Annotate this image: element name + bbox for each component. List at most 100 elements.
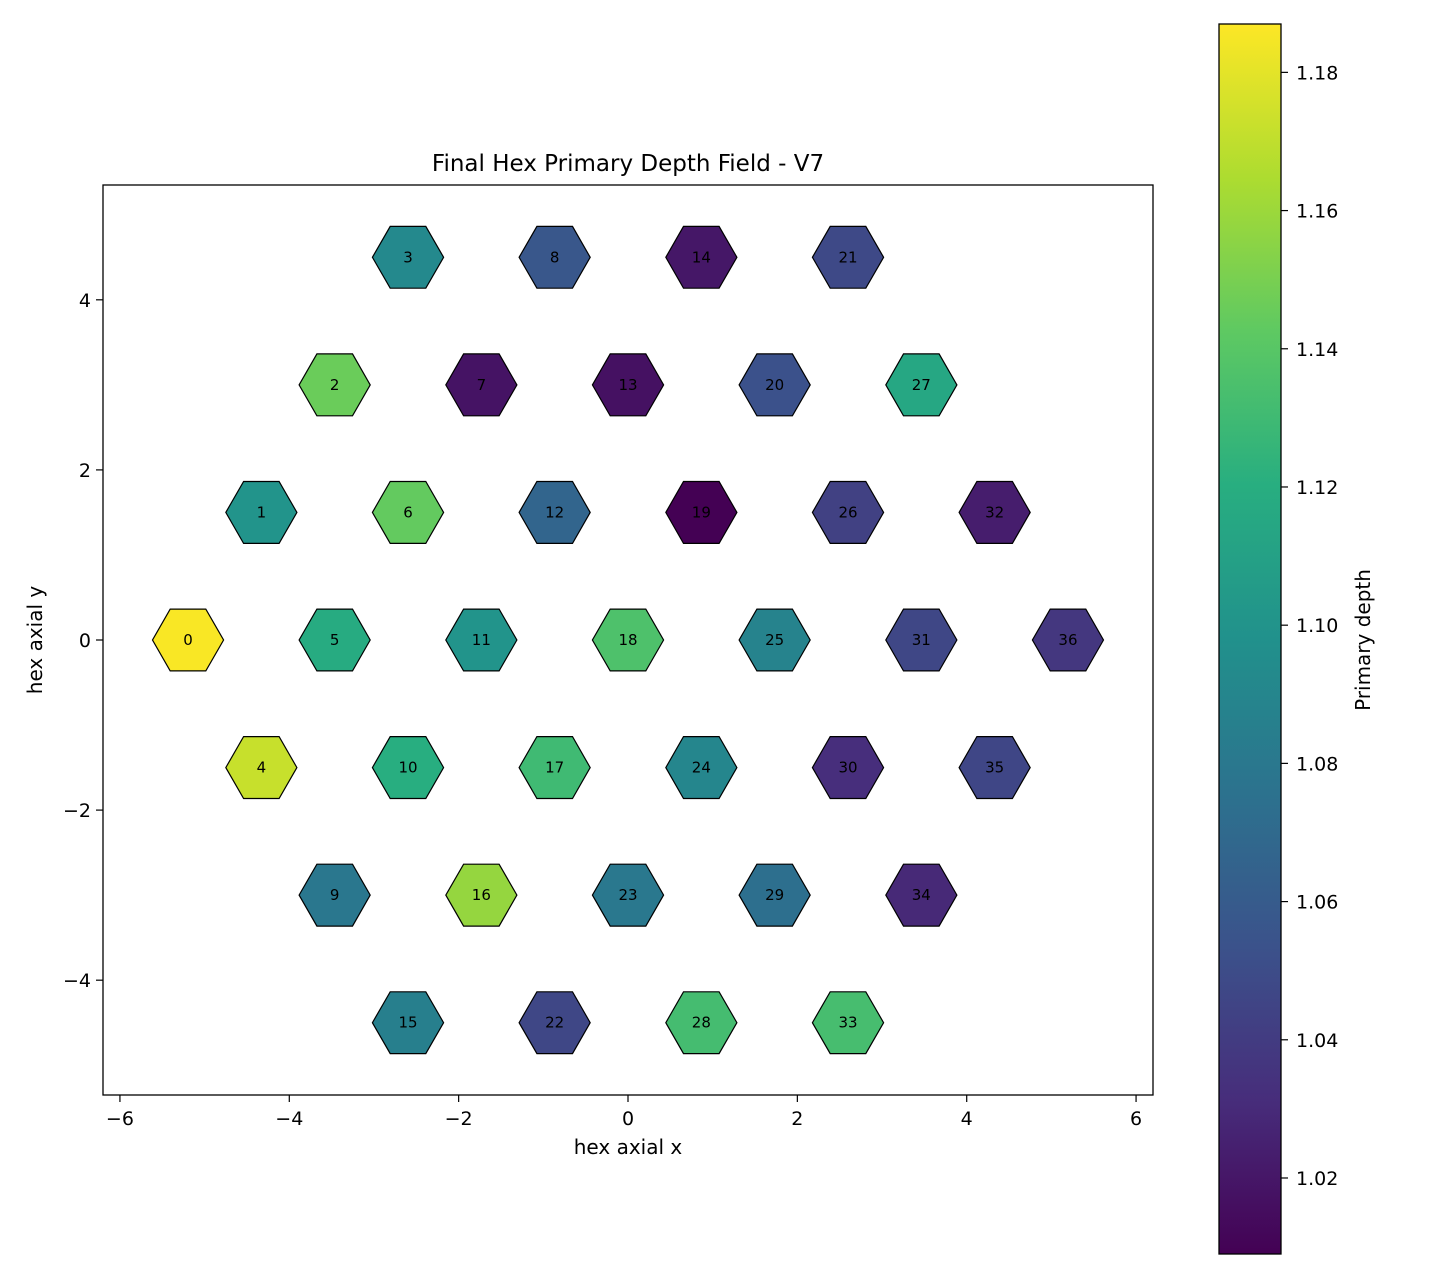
hex-cell-24 [665,735,738,800]
hex-cell-label-15: 15 [398,1014,417,1032]
hex-cell-6 [371,480,445,545]
hex-cell-12 [518,480,591,545]
hex-cell-17 [518,735,591,800]
hex-cell-label-3: 3 [403,248,413,266]
hex-cell-label-17: 17 [545,759,564,777]
hex-cell-label-33: 33 [838,1014,857,1032]
colorbar-tick-label: 1.14 [1296,339,1338,361]
hex-cell-label-29: 29 [765,886,784,904]
hex-cell-label-1: 1 [257,503,267,521]
x-axis-ticks: −6 −4 −2 0 2 4 6 [106,1095,1142,1130]
hex-cell-28 [665,991,738,1055]
y-tick-label: 4 [79,290,91,312]
x-tick-label: 2 [791,1108,803,1130]
hex-cell-label-6: 6 [403,503,413,521]
hex-cell-label-11: 11 [472,631,491,649]
x-tick-label: −6 [106,1108,134,1130]
hex-cell-11 [445,608,518,672]
y-tick-label: −4 [63,970,91,992]
x-tick-label: −2 [445,1108,473,1130]
hex-cell-4 [225,735,298,800]
hex-cell-label-21: 21 [838,248,857,266]
hex-cell-30 [811,735,885,800]
hex-cell-label-36: 36 [1058,631,1077,649]
hex-cell-label-25: 25 [765,631,784,649]
x-tick-label: 0 [622,1108,634,1130]
hex-cell-label-26: 26 [838,503,857,521]
hex-cell-32 [958,480,1031,545]
chart-title: Final Hex Primary Depth Field - V7 [432,151,824,177]
colorbar-tick-label: 1.06 [1296,892,1338,914]
hex-cell-label-27: 27 [912,376,931,394]
colorbar-tick-label: 1.12 [1296,477,1338,499]
hex-cell-23 [591,863,665,927]
colorbar-label: Primary depth [1351,569,1375,711]
hex-cell-18 [591,608,665,672]
hex-cell-16 [445,863,518,927]
hex-cell-label-13: 13 [618,376,637,394]
hex-cell-label-0: 0 [183,631,193,649]
hex-cell-label-34: 34 [912,886,931,904]
hex-cell-31 [885,608,958,672]
hex-cell-label-30: 30 [838,759,857,777]
hex-cell-label-18: 18 [618,631,637,649]
colorbar [1218,23,1282,1255]
colorbar-tick-label: 1.08 [1296,753,1338,775]
hex-cell-10 [371,735,445,800]
hex-cell-29 [738,863,811,927]
x-tick-label: 6 [1130,1108,1142,1130]
hex-cell-9 [298,863,371,927]
hex-cell-7 [445,353,518,417]
hex-cell-13 [591,353,665,417]
hex-cell-19 [665,480,738,545]
hex-cell-label-31: 31 [912,631,931,649]
hex-cell-label-9: 9 [330,886,340,904]
y-axis-label: hex axial y [23,586,47,695]
hex-cell-label-16: 16 [472,886,491,904]
hex-cell-label-28: 28 [692,1014,711,1032]
x-axis-label: hex axial x [574,1135,683,1159]
hex-cell-34 [885,863,958,927]
hex-cell-2 [298,353,371,417]
x-tick-label: 4 [961,1108,973,1130]
hex-cell-label-10: 10 [398,759,417,777]
hex-cell-35 [958,735,1031,800]
hex-cell-label-2: 2 [330,376,340,394]
hex-cell-26 [811,480,885,545]
hex-cell-label-5: 5 [330,631,340,649]
colorbar-tick-label: 1.16 [1296,201,1338,223]
hex-cell-36 [1031,608,1105,672]
hex-cell-5 [298,608,371,672]
hex-cell-21 [811,225,885,289]
hex-cell-1 [225,480,298,545]
y-tick-label: 0 [79,630,91,652]
hex-cell-label-20: 20 [765,376,784,394]
hex-cell-label-14: 14 [692,248,711,266]
hex-cell-27 [885,353,958,417]
y-tick-label: 2 [79,460,91,482]
hex-cell-label-4: 4 [257,759,267,777]
hex-cell-label-22: 22 [545,1014,564,1032]
colorbar-tick-label: 1.18 [1296,62,1338,84]
colorbar-tick-label: 1.04 [1296,1030,1338,1052]
colorbar-ticks: 1.02 1.04 1.06 1.08 1.10 1.12 1.14 1.16 1.18 [1281,62,1338,1190]
hex-cell-label-23: 23 [618,886,637,904]
colorbar-tick-label: 1.10 [1296,615,1338,637]
hex-cell-14 [665,225,738,289]
hex-cell-25 [738,608,811,672]
y-axis-ticks: −4 −2 0 2 4 [63,290,103,992]
hex-cell-8 [518,225,591,289]
hex-cell-0 [151,608,225,672]
y-tick-label: −2 [63,800,91,822]
hex-cell-label-8: 8 [550,248,560,266]
hex-cells: 0123456789101112131415161718192021222324… [151,225,1105,1055]
hex-cell-label-35: 35 [985,759,1004,777]
x-tick-label: −4 [275,1108,303,1130]
hex-cell-label-24: 24 [692,759,711,777]
colorbar-tick-label: 1.02 [1296,1168,1338,1190]
hex-cell-15 [371,991,445,1055]
hex-cell-3 [371,225,445,289]
hex-cell-label-7: 7 [477,376,487,394]
hex-cell-33 [811,991,885,1055]
